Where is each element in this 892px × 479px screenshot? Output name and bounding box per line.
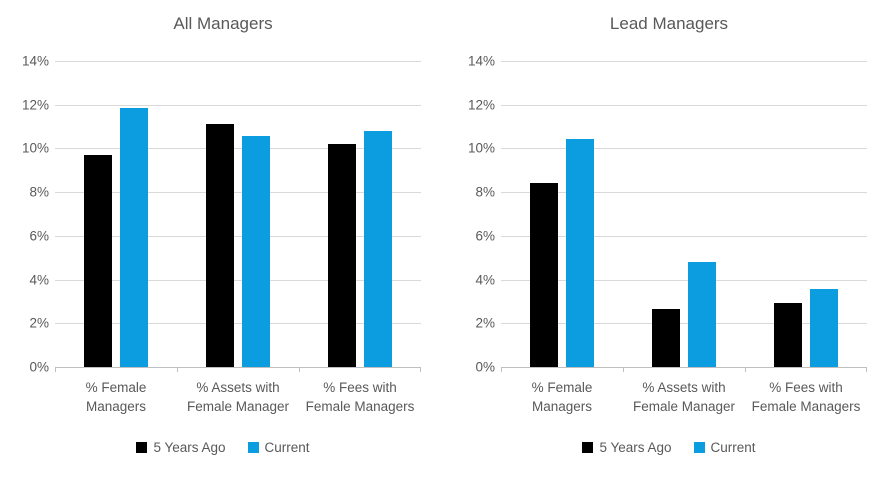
bar-5-years-ago — [652, 309, 680, 367]
legend-item-current: Current — [247, 440, 310, 455]
gridline — [501, 61, 867, 62]
y-tick-label: 10% — [21, 140, 49, 156]
category-label: % Assets with Female Manager — [632, 380, 736, 414]
legend-swatch-icon — [582, 442, 594, 453]
bar-5-years-ago — [530, 183, 558, 367]
bar-group — [745, 61, 867, 367]
legend: 5 Years Ago Current — [446, 440, 892, 455]
axis-tick — [177, 367, 178, 372]
gridline — [55, 235, 421, 237]
legend-label: 5 Years Ago — [153, 440, 226, 455]
chart-body: 14% 12% 10% 8% 6% 4% 2% 0% — [0, 54, 446, 375]
bar-group — [623, 61, 745, 367]
bar-current — [242, 136, 270, 367]
bar-current — [810, 289, 838, 367]
x-axis-category-labels: % Female Managers % Assets with Female Mana… — [55, 378, 421, 416]
axis-tick — [745, 367, 746, 372]
axis-tick — [55, 367, 56, 372]
gridline — [501, 192, 867, 194]
y-axis: 14% 12% 10% 8% 6% 4% 2% 0% — [446, 54, 501, 375]
y-tick-label: 14% — [467, 53, 495, 69]
bar-current — [120, 108, 148, 367]
gridline — [55, 104, 421, 106]
legend-label: Current — [710, 440, 756, 455]
gridline — [501, 323, 867, 325]
axis-tick — [866, 367, 867, 372]
chart-lead-managers: Lead Managers 14% 12% 10% 8% 6% 4% 2% 0% % Fema… — [446, 0, 892, 479]
bar-groups — [55, 61, 421, 367]
category-label: % Fees with Female Managers — [751, 380, 861, 414]
bar-group — [501, 61, 623, 367]
y-tick-label: 4% — [29, 272, 49, 288]
bar-current — [566, 138, 594, 367]
chart-all-managers: All Managers 14% 12% 10% 8% 6% 4% 2% 0% % Femal… — [0, 14, 446, 455]
gridline — [55, 61, 421, 62]
bar-group — [177, 61, 299, 367]
legend-swatch-icon — [693, 442, 705, 453]
y-tick-label: 14% — [21, 53, 49, 69]
y-tick-label: 10% — [467, 140, 495, 156]
legend-swatch-icon — [247, 442, 259, 453]
y-tick-label: 4% — [475, 272, 495, 288]
y-tick-label: 8% — [29, 184, 49, 200]
y-tick-label: 6% — [29, 228, 49, 244]
bar-group — [55, 61, 177, 367]
bar-current — [364, 130, 392, 367]
y-tick-label: 0% — [29, 359, 49, 375]
plot-area — [501, 61, 867, 372]
category-label: % Female Managers — [85, 380, 147, 414]
legend-item-5-years-ago: 5 Years Ago — [136, 440, 226, 455]
y-axis: 14% 12% 10% 8% 6% 4% 2% 0% — [0, 54, 55, 375]
y-tick-label: 2% — [475, 315, 495, 331]
legend-label: Current — [264, 440, 310, 455]
gridline — [55, 323, 421, 325]
category-label: % Fees with Female Managers — [305, 380, 415, 414]
gridline — [55, 279, 421, 281]
chart-title: All Managers — [173, 14, 273, 33]
bar-group — [299, 61, 421, 367]
y-tick-label: 0% — [475, 359, 495, 375]
x-axis-category-labels: % Female Managers % Assets with Female Mana… — [501, 378, 867, 416]
axis-tick — [501, 367, 502, 372]
gridline — [501, 279, 867, 281]
gridline — [501, 148, 867, 150]
chart-body: 14% 12% 10% 8% 6% 4% 2% 0% — [446, 54, 892, 375]
legend-item-5-years-ago: 5 Years Ago — [582, 440, 672, 455]
legend-label: 5 Years Ago — [599, 440, 672, 455]
gridline — [501, 104, 867, 106]
bar-5-years-ago — [84, 155, 112, 367]
legend: 5 Years Ago Current — [0, 440, 446, 455]
y-tick-label: 2% — [29, 315, 49, 331]
axis-tick — [299, 367, 300, 372]
y-tick-label: 12% — [467, 97, 495, 113]
gridline — [55, 148, 421, 150]
category-label: % Female Managers — [531, 380, 593, 414]
bar-5-years-ago — [328, 144, 356, 367]
bar-groups — [501, 61, 867, 367]
y-tick-label: 12% — [21, 97, 49, 113]
category-label: % Assets with Female Manager — [186, 380, 290, 414]
gridline — [501, 235, 867, 237]
bar-current — [688, 262, 716, 367]
legend-item-current: Current — [693, 440, 756, 455]
y-tick-label: 6% — [475, 228, 495, 244]
axis-tick — [623, 367, 624, 372]
bar-5-years-ago — [774, 302, 802, 367]
gridline — [55, 192, 421, 194]
bar-5-years-ago — [206, 124, 234, 367]
legend-swatch-icon — [136, 442, 148, 453]
axis-tick — [420, 367, 421, 372]
chart-title: Lead Managers — [609, 14, 729, 33]
plot-area — [55, 61, 421, 372]
y-tick-label: 8% — [475, 184, 495, 200]
